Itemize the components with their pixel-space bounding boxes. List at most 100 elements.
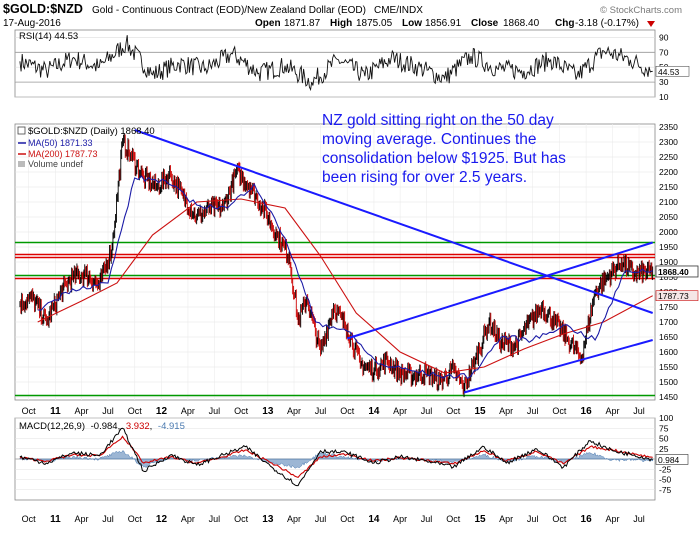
rsi-legend: RSI(14) 44.53 <box>19 31 78 42</box>
price-tick-label: 1600 <box>659 347 678 357</box>
price-tick-label: 1900 <box>659 257 678 267</box>
chg-label: Chg <box>555 18 574 29</box>
low-value: 1856.91 <box>425 18 462 29</box>
macd-layer: 1007550250-25-50-750.984 <box>15 413 689 495</box>
rsi-tick-label: 70 <box>659 47 669 57</box>
price-legend-swatch <box>17 126 26 135</box>
macd-x-tick-label: Apr <box>606 514 620 524</box>
chart-symbol: $GOLD:$NZD <box>3 2 83 16</box>
x-tick-label: Jul <box>209 406 221 416</box>
price-tick-label: 2300 <box>659 137 678 147</box>
x-tick-label: Jul <box>633 406 645 416</box>
macd-last-value-label: 0.984 <box>658 455 680 465</box>
trendline <box>346 241 653 340</box>
price-tick-label: 1700 <box>659 317 678 327</box>
price-tick-label: 2350 <box>659 122 678 132</box>
price-tick-label: 1450 <box>659 392 678 402</box>
trendline <box>463 339 653 394</box>
x-tick-label: Oct <box>340 406 355 416</box>
rsi-tick-label: 90 <box>659 32 669 42</box>
x-tick-label: Jul <box>102 406 114 416</box>
price-tick-label: 2100 <box>659 197 678 207</box>
rsi-tick-label: 10 <box>659 92 669 102</box>
price-layer: 2350 2300 2250 2200 2150 2100 2050 2000 1950 1900… <box>15 122 699 402</box>
x-tick-label: Jul <box>527 406 539 416</box>
analyst-annotation: NZ gold sitting right on the 50 day movi… <box>322 112 566 186</box>
ohlc-readout: Open 1871.87 High 1875.05 Low 1856.91 Cl… <box>255 18 655 29</box>
annotation-line-1: NZ gold sitting right on the 50 day <box>322 112 554 129</box>
trendline <box>134 129 654 314</box>
x-tick-label: Apr <box>393 406 407 416</box>
macd-x-tick-label: 12 <box>156 514 168 525</box>
down-arrow-icon <box>647 21 655 27</box>
macd-x-tick-label: Jul <box>633 514 645 524</box>
rsi-last-value-box <box>655 65 690 77</box>
ma200-line <box>37 198 653 374</box>
low-label: Low <box>402 18 422 29</box>
x-tick-label: Jul <box>315 406 327 416</box>
last-price-box <box>655 265 699 278</box>
macd-x-tick-label: Oct <box>128 514 143 524</box>
macd-x-tick-label: 15 <box>474 514 486 525</box>
x-tick-label: Jul <box>421 406 433 416</box>
histogram-legend-value: -4.915 <box>158 421 185 432</box>
annotation-line-4: been rising for over 2.5 years. <box>322 169 527 186</box>
close-label: Close <box>471 18 499 29</box>
price-tick-label: 1650 <box>659 332 678 342</box>
macd-histogram <box>19 450 653 469</box>
macd-x-tick-label: Jul <box>527 514 539 524</box>
close-value: 1868.40 <box>503 18 540 29</box>
x-tick-label: Apr <box>499 406 513 416</box>
macd-line <box>19 427 653 487</box>
price-tick-label: 2000 <box>659 227 678 237</box>
macd-legend: MACD(12,26,9) -0.984, 3.932, -4.915 <box>19 421 185 432</box>
rsi-tick-label: 30 <box>659 77 669 87</box>
svg-text:MACD(12,26,9) -0.984,: MACD(12,26,9) -0.984, 3.932, -4.915 <box>19 421 185 432</box>
ma200-value-label: 1787.73 <box>658 291 689 301</box>
chg-value: -3.18 (-0.17%) <box>575 18 639 29</box>
open-value: 1871.87 <box>284 18 321 29</box>
x-tick-label: 11 <box>50 406 61 417</box>
macd-x-tick-label: 11 <box>50 514 61 525</box>
high-value: 1875.05 <box>356 18 393 29</box>
x-tick-label: Oct <box>552 406 567 416</box>
last-price-label: 1868.40 <box>658 267 689 277</box>
price-tick-label: 1950 <box>659 242 678 252</box>
macd-tick-label: 50 <box>659 434 669 444</box>
annotation-line-3: consolidation below $1925. But has <box>322 150 566 167</box>
x-tick-label: Apr <box>75 406 89 416</box>
price-tick-label: 1500 <box>659 377 678 387</box>
open-label: Open <box>255 18 281 29</box>
x-tick-label: Apr <box>606 406 620 416</box>
high-label: High <box>330 18 352 29</box>
chart-source: CME/INDX <box>374 5 423 16</box>
macd-x-tick-label: Oct <box>552 514 567 524</box>
macd-x-tick-label: 14 <box>368 514 380 525</box>
rsi-last-value-label: 44.53 <box>658 67 680 77</box>
macd-tick-label: -75 <box>659 485 672 495</box>
price-tick-label: 1750 <box>659 302 678 312</box>
ma200-value-box <box>655 290 699 301</box>
x-tick-label: 13 <box>262 406 274 417</box>
macd-legend-title: MACD(12,26,9) <box>19 421 85 432</box>
rsi-line <box>19 35 653 92</box>
chart-description: Gold - Continuous Contract (EOD)/New Zea… <box>92 5 366 16</box>
watermark: © StockCharts.com <box>600 5 682 16</box>
x-tick-label: Apr <box>181 406 195 416</box>
macd-x-tick-label: 16 <box>581 514 593 525</box>
macd-x-tick-label: Jul <box>209 514 221 524</box>
x-tick-label: 12 <box>156 406 168 417</box>
price-tick-label: 2050 <box>659 212 678 222</box>
x-tick-label: Oct <box>22 406 37 416</box>
x-tick-label: 14 <box>368 406 380 417</box>
signal-legend-value: 3.932 <box>126 421 150 432</box>
macd-tick-label: -25 <box>659 464 672 474</box>
macd-x-tick-label: Apr <box>287 514 301 524</box>
price-tick-label: 1550 <box>659 362 678 372</box>
macd-x-tick-label: Apr <box>75 514 89 524</box>
ma50-legend-label: MA(50) 1871.33 <box>28 138 93 148</box>
x-tick-label: Oct <box>446 406 461 416</box>
macd-tick-label: 75 <box>659 423 669 433</box>
